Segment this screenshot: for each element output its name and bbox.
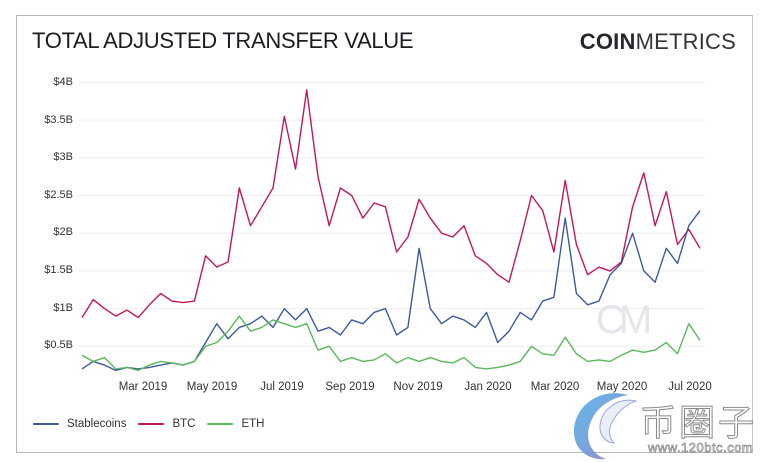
btc-line <box>81 89 701 319</box>
x-tick-label: Mar 2019 <box>118 381 168 393</box>
x-tick-label: Mar 2020 <box>530 381 580 393</box>
eth-swatch-icon <box>207 422 234 426</box>
site-watermark-text: 币圈子 <box>639 402 758 444</box>
brand-logo: COINMETRICS <box>580 29 736 55</box>
legend-label: Stablecoins <box>67 418 127 430</box>
legend-label: ETH <box>241 418 265 430</box>
stablecoins-swatch-icon <box>33 422 59 426</box>
y-tick-label: $1B <box>53 302 73 314</box>
legend-item-btc[interactable]: BTC <box>138 418 195 430</box>
y-tick-label: $3B <box>53 151 73 163</box>
x-tick-label: May 2020 <box>596 381 648 393</box>
chart-legend: Stablecoins BTC ETH <box>33 418 276 430</box>
x-tick-label: Sep 2019 <box>325 381 375 393</box>
brand-logo-bold: COIN <box>579 29 636 54</box>
y-tick-label: $3.5B <box>44 114 73 126</box>
y-tick-label: $4B <box>53 76 73 88</box>
btc-swatch-icon <box>138 422 165 426</box>
legend-item-stablecoins[interactable]: Stablecoins <box>33 418 126 430</box>
site-watermark-logo-icon <box>574 393 638 460</box>
legend-item-eth[interactable]: ETH <box>207 418 264 430</box>
y-tick-label: $1.5B <box>44 264 73 276</box>
eth-line <box>81 315 701 372</box>
chart-frame <box>16 15 753 453</box>
x-tick-label: Jan 2020 <box>464 381 512 393</box>
cm-watermark: CM <box>596 298 652 342</box>
x-tick-label: Jul 2020 <box>668 381 712 393</box>
x-tick-label: May 2019 <box>186 381 238 393</box>
brand-logo-light: METRICS <box>635 29 736 54</box>
y-tick-label: $0.5B <box>44 339 73 351</box>
x-tick-label: Nov 2019 <box>393 381 443 393</box>
y-tick-label: $2B <box>53 226 73 238</box>
site-watermark-url: www.120btc.com <box>648 440 754 456</box>
y-tick-label: $2.5B <box>44 189 73 201</box>
legend-label: BTC <box>172 418 196 430</box>
x-tick-label: Jul 2019 <box>260 381 304 393</box>
chart-title: TOTAL ADJUSTED TRANSFER VALUE <box>32 28 414 53</box>
